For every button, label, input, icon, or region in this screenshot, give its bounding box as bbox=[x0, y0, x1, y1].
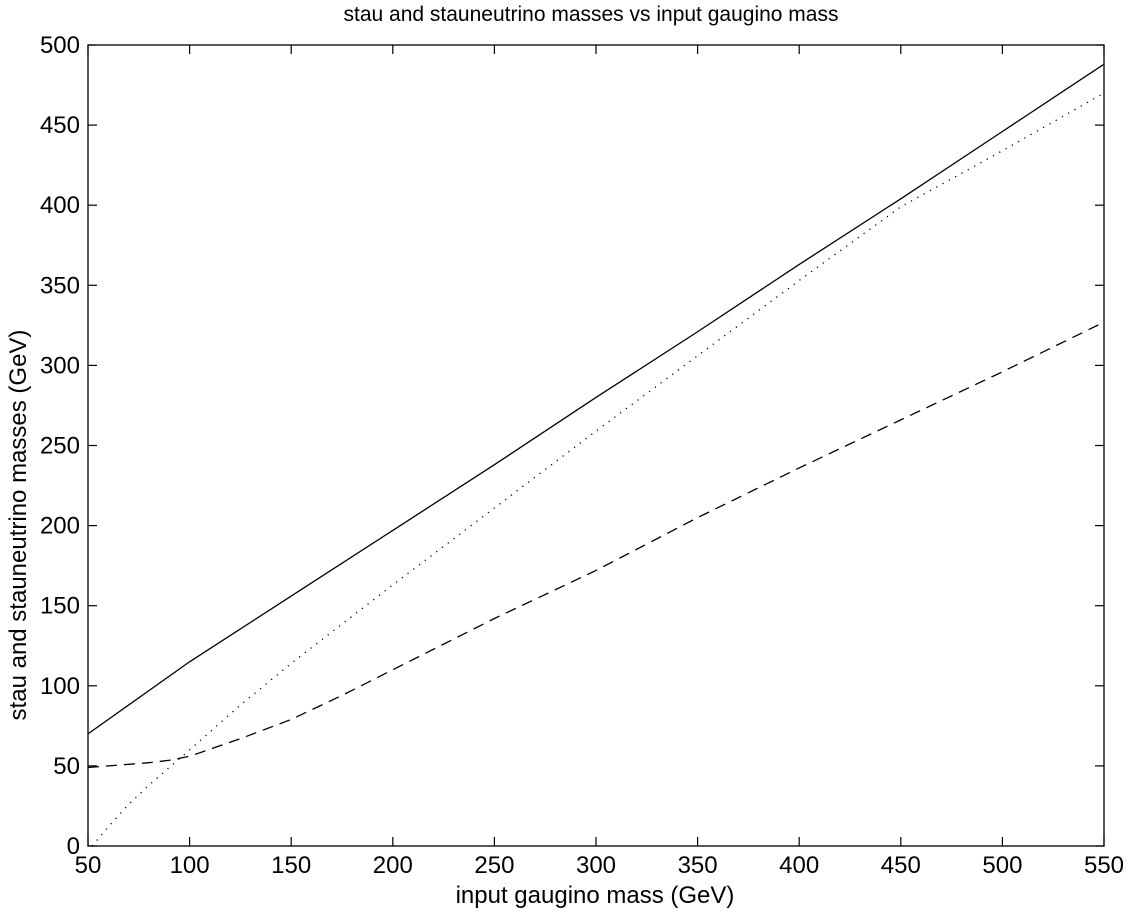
y-tick-label: 0 bbox=[67, 833, 80, 860]
y-tick-label: 350 bbox=[40, 272, 80, 299]
y-tick-label: 200 bbox=[40, 513, 80, 540]
x-tick-label: 350 bbox=[678, 852, 718, 879]
x-tick-label: 250 bbox=[474, 852, 514, 879]
y-tick-label: 450 bbox=[40, 112, 80, 139]
series-line-dashed bbox=[87, 321, 1105, 769]
x-tick-label: 200 bbox=[373, 852, 413, 879]
x-tick-label: 500 bbox=[982, 852, 1022, 879]
y-tick-label: 400 bbox=[40, 192, 80, 219]
y-axis-label: stau and stauneutrino masses (GeV) bbox=[5, 330, 32, 721]
x-tick-label: 450 bbox=[881, 852, 921, 879]
x-tick-label: 300 bbox=[576, 852, 616, 879]
y-tick-label: 300 bbox=[40, 352, 80, 379]
plot-area: 50 100 150 200 250 300 350 400 450 500 55005010015… bbox=[40, 32, 1124, 879]
x-axis-label: input gaugino mass (GeV) bbox=[456, 882, 735, 909]
y-tick-label: 500 bbox=[40, 32, 80, 59]
chart-title: stau and stauneutrino masses vs input ga… bbox=[344, 3, 839, 26]
y-tick-label: 150 bbox=[40, 593, 80, 620]
series-line-solid bbox=[87, 63, 1105, 735]
x-tick-label: 150 bbox=[271, 852, 311, 879]
y-tick-label: 100 bbox=[40, 673, 80, 700]
x-tick-label: 550 bbox=[1084, 852, 1124, 879]
x-tick-label: 100 bbox=[170, 852, 210, 879]
y-tick-label: 50 bbox=[53, 753, 80, 780]
y-tick-label: 250 bbox=[40, 433, 80, 460]
x-tick-label: 50 bbox=[75, 852, 102, 879]
x-tick-label: 400 bbox=[779, 852, 819, 879]
